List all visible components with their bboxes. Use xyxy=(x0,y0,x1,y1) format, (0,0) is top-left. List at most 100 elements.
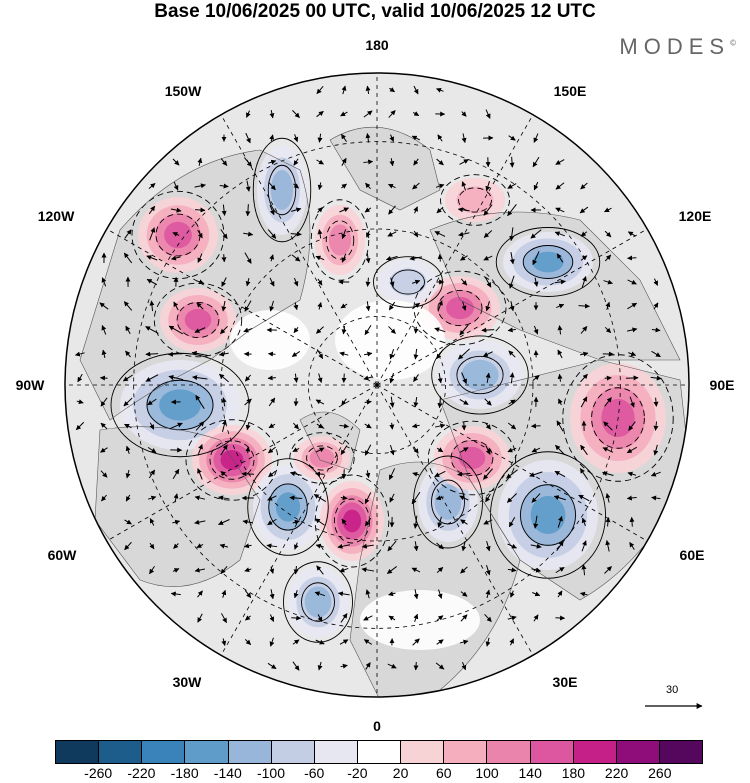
wind-vector xyxy=(389,372,395,384)
wind-vector xyxy=(436,87,444,93)
wind-vector xyxy=(269,614,275,622)
wind-vector xyxy=(269,637,275,647)
wind-vector xyxy=(364,517,372,527)
reference-vector-arrow xyxy=(645,703,703,709)
lon-label-120w: 120W xyxy=(37,208,75,224)
wind-vector xyxy=(459,447,469,453)
wind-vector xyxy=(437,254,443,262)
wind-vector xyxy=(434,231,446,237)
wind-vector xyxy=(315,255,325,261)
wind-vector xyxy=(197,468,203,480)
wind-vector xyxy=(363,639,373,645)
wind-vector xyxy=(243,231,254,237)
wind-vector xyxy=(509,372,515,384)
anomaly-high-alaska xyxy=(328,224,352,256)
wind-vector xyxy=(507,615,517,621)
wind-vector xyxy=(245,615,251,621)
wind-vector xyxy=(337,543,351,549)
wind-vector xyxy=(196,543,204,548)
wind-vector xyxy=(341,229,347,240)
anomaly-high-pacific-west xyxy=(456,186,494,214)
wind-vector xyxy=(485,372,491,383)
wind-vector xyxy=(530,543,542,549)
anomaly-high-canada-west xyxy=(184,308,212,332)
wind-vector xyxy=(625,375,639,381)
anomaly-low-pacific-east xyxy=(270,170,294,210)
wind-vector xyxy=(173,301,179,311)
wind-vector xyxy=(388,183,396,189)
wind-vector xyxy=(602,471,614,477)
wind-vector xyxy=(461,662,467,671)
wind-vector xyxy=(389,493,395,503)
coastline xyxy=(439,359,689,601)
wind-vector xyxy=(340,111,348,117)
wind-vector xyxy=(292,447,300,453)
wind-vector xyxy=(194,519,206,525)
wind-vector xyxy=(99,302,109,310)
wind-vector xyxy=(218,351,229,357)
wind-vector xyxy=(436,639,444,645)
wind-vector xyxy=(341,253,347,263)
wind-vector xyxy=(316,423,324,429)
wind-vector xyxy=(339,567,349,573)
wind-vector xyxy=(578,303,590,309)
wind-vector xyxy=(557,325,563,335)
wind-vector xyxy=(316,349,324,360)
coastline xyxy=(299,411,361,471)
colorbar-swatch xyxy=(573,741,617,763)
wind-vector xyxy=(580,255,588,261)
wind-vector xyxy=(556,303,565,309)
wind-vector xyxy=(219,183,229,189)
wind-vector xyxy=(558,398,563,406)
wind-vector xyxy=(413,348,419,360)
wind-vector xyxy=(365,182,371,190)
wind-vector xyxy=(293,373,299,383)
wind-vector xyxy=(101,277,107,287)
wind-vector xyxy=(461,111,467,117)
wind-vector xyxy=(533,133,539,143)
wind-vector xyxy=(167,351,184,357)
wind-vector xyxy=(507,327,516,333)
wind-vector xyxy=(291,207,302,213)
wind-vector xyxy=(364,423,372,429)
wind-vector xyxy=(173,543,179,549)
wind-vector xyxy=(485,589,491,599)
contour-line xyxy=(252,137,312,243)
wind-vector xyxy=(388,110,396,118)
colorbar-swatch xyxy=(357,741,402,763)
wind-vector xyxy=(508,275,515,289)
meridian-line xyxy=(376,384,534,656)
wind-vector xyxy=(581,517,587,527)
wind-vector xyxy=(340,445,348,455)
wind-vector xyxy=(385,255,398,261)
wind-vector xyxy=(168,374,184,381)
wind-vector xyxy=(316,85,324,95)
wind-vector xyxy=(411,423,420,429)
wind-vector xyxy=(77,373,83,383)
meridian-line xyxy=(220,114,378,386)
wind-vector xyxy=(363,375,373,381)
wind-vector xyxy=(293,134,299,143)
colorbar-swatch xyxy=(530,741,574,763)
wind-vector xyxy=(388,326,396,334)
wind-vector xyxy=(507,567,517,573)
wind-vector xyxy=(557,349,563,359)
wind-vector xyxy=(581,276,587,288)
wind-vector xyxy=(197,590,203,598)
coastline xyxy=(79,149,311,421)
colorbar-swatch xyxy=(99,741,143,763)
wind-vector xyxy=(267,662,277,670)
wind-vector xyxy=(580,231,588,237)
contour-line xyxy=(440,174,510,226)
wind-vector xyxy=(653,278,659,286)
lon-label-30w: 30W xyxy=(172,674,202,690)
wind-vector xyxy=(219,543,229,549)
wind-vector xyxy=(76,399,84,405)
anomaly-low-north-atlantic-south xyxy=(304,586,332,618)
wind-vector xyxy=(509,252,515,265)
wind-vector xyxy=(269,300,275,312)
wind-vector xyxy=(220,325,228,335)
contour-line xyxy=(176,301,220,339)
contour-line xyxy=(562,354,674,482)
wind-vector xyxy=(413,661,419,671)
